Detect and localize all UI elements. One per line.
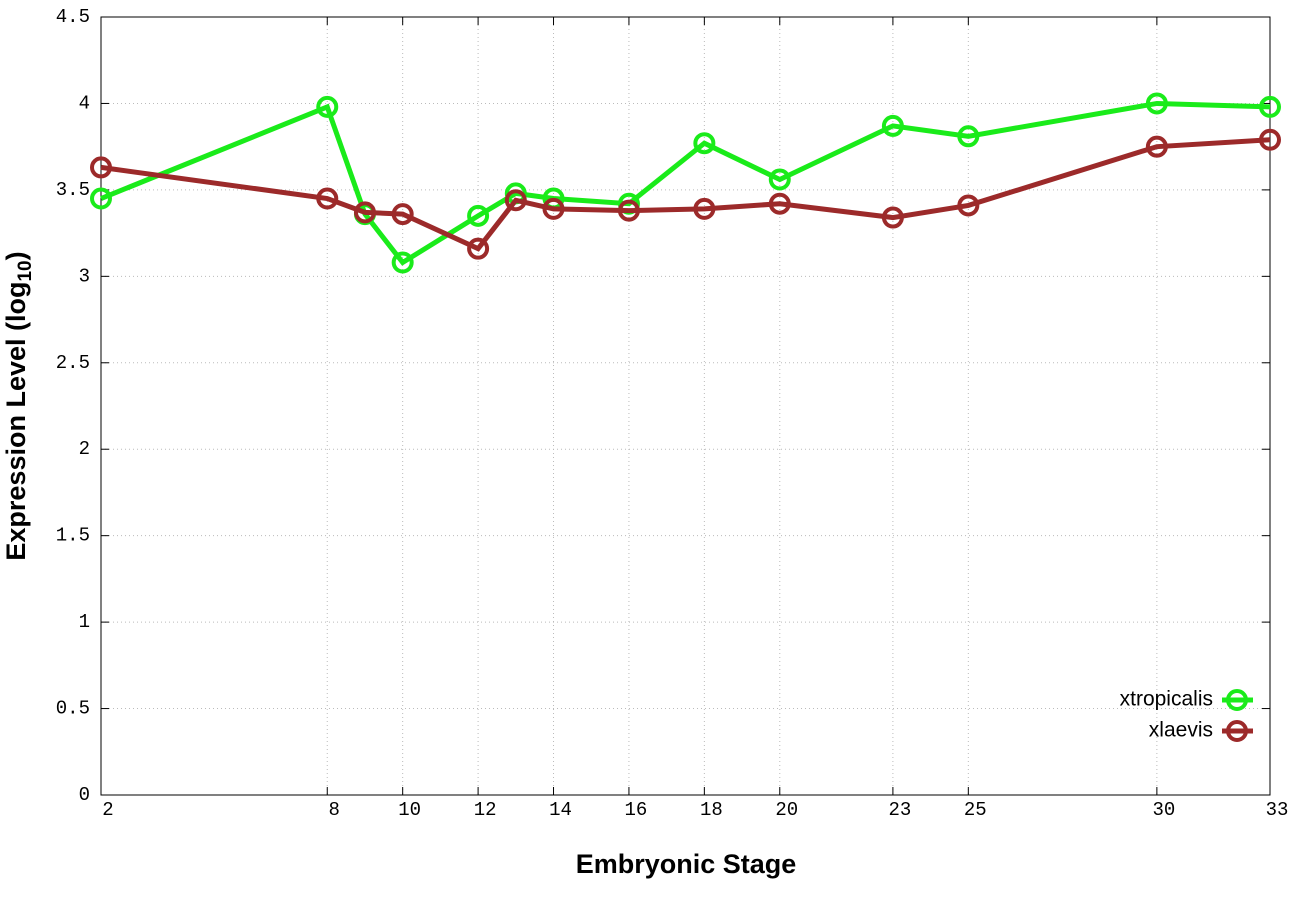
point bbox=[768, 192, 791, 215]
x-tick-label: 25 bbox=[964, 799, 987, 821]
y-tick-label: 0.5 bbox=[56, 698, 90, 720]
y-tick-label: 1 bbox=[79, 611, 90, 633]
point bbox=[467, 237, 490, 260]
point bbox=[1259, 95, 1281, 118]
point bbox=[693, 197, 716, 220]
plot-frame bbox=[100, 16, 1271, 796]
x-tick-label: 20 bbox=[775, 799, 798, 821]
point bbox=[768, 168, 791, 191]
x-axis-label: Embryonic Stage bbox=[576, 849, 797, 879]
legend-label: xlaevis bbox=[1149, 719, 1213, 742]
y-axis-label-main: Expression Level (log bbox=[1, 282, 31, 561]
point bbox=[316, 187, 339, 210]
y-tick-label: 1.5 bbox=[56, 525, 90, 547]
series-line bbox=[100, 100, 1271, 266]
x-tick-label: 8 bbox=[329, 799, 340, 821]
point bbox=[617, 199, 640, 222]
point bbox=[881, 206, 904, 229]
x-tick-label: 14 bbox=[549, 799, 572, 821]
x-tick-label: 23 bbox=[888, 799, 911, 821]
point bbox=[881, 114, 904, 137]
point bbox=[391, 251, 414, 274]
legend-marker bbox=[1226, 720, 1248, 742]
legend-marker bbox=[1226, 689, 1248, 711]
x-tick-label: 30 bbox=[1152, 799, 1175, 821]
point bbox=[693, 132, 716, 155]
y-tick-label: 4.5 bbox=[56, 6, 90, 28]
x-tick-label: 16 bbox=[625, 799, 648, 821]
point bbox=[353, 201, 376, 224]
y-tick-label: 3 bbox=[79, 265, 90, 287]
x-tick-label: 33 bbox=[1266, 799, 1289, 821]
y-tick-label: 2.5 bbox=[56, 352, 90, 374]
x-tick-label: 10 bbox=[398, 799, 421, 821]
y-axis-label-end: ) bbox=[1, 251, 31, 260]
y-axis-label-sub: 10 bbox=[15, 260, 36, 281]
y-tick-label: 0 bbox=[79, 784, 90, 806]
x-tick-label: 12 bbox=[474, 799, 497, 821]
point bbox=[1145, 135, 1168, 158]
y-tick-label: 4 bbox=[79, 92, 90, 114]
y-tick-label: 2 bbox=[79, 438, 90, 460]
x-tick-label: 18 bbox=[700, 799, 723, 821]
point bbox=[504, 189, 527, 212]
x-tick-label: 2 bbox=[102, 799, 113, 821]
point bbox=[391, 203, 414, 226]
point bbox=[1259, 128, 1281, 151]
series-line bbox=[100, 137, 1271, 252]
point bbox=[1145, 92, 1168, 115]
point bbox=[542, 197, 565, 220]
y-tick-label: 3.5 bbox=[56, 179, 90, 201]
point bbox=[90, 187, 112, 210]
legend-label: xtropicalis bbox=[1120, 688, 1213, 711]
y-axis-label: Expression Level (log10) bbox=[1, 251, 36, 560]
point bbox=[467, 204, 490, 227]
point bbox=[957, 194, 980, 217]
point bbox=[316, 95, 339, 118]
point bbox=[957, 125, 980, 148]
point bbox=[90, 156, 112, 179]
